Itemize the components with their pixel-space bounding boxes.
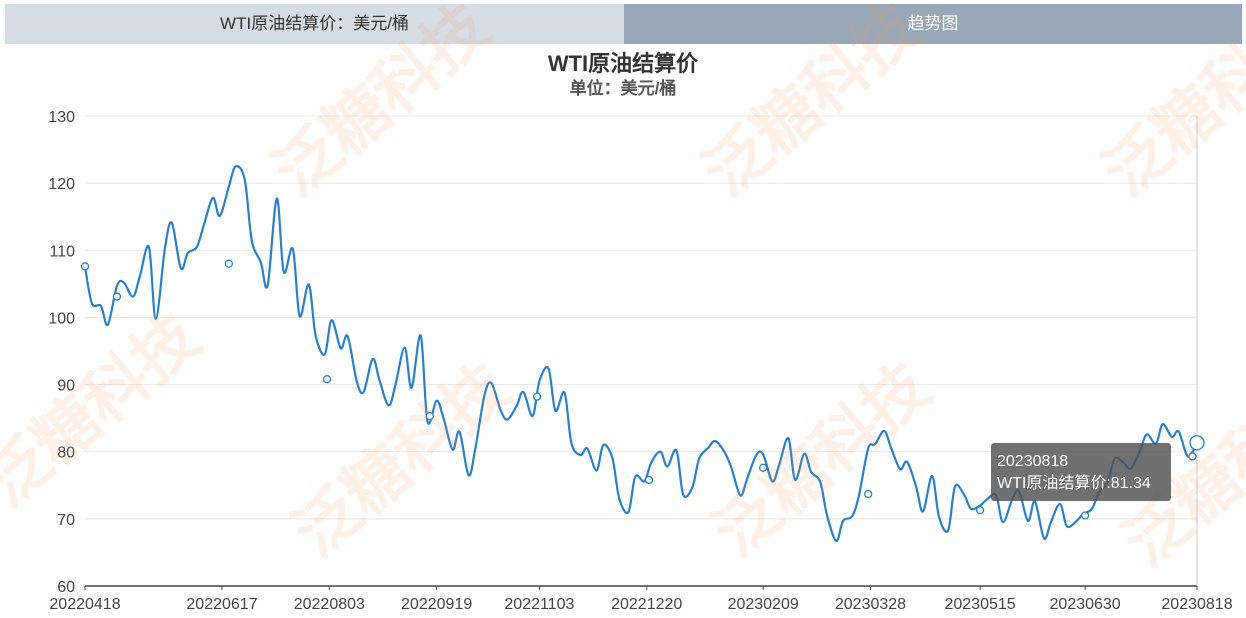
- active-data-point: [1189, 435, 1205, 451]
- y-tick-label: 60: [57, 579, 75, 596]
- data-point-marker: [322, 375, 332, 384]
- series-line-wti: [83, 165, 1198, 543]
- y-tick-label: 90: [57, 378, 75, 395]
- x-tick-label: 20221220: [611, 596, 682, 613]
- x-tick-label: 20230630: [1050, 596, 1121, 613]
- axes: 60 70 80 90 100 110 120 130 20220418 20220617 2022…: [48, 109, 1232, 613]
- x-tick-label: 20220919: [401, 596, 472, 613]
- tab-wti-price[interactable]: WTI原油结算价：美元/桶: [5, 4, 624, 44]
- y-tick-label: 80: [57, 445, 75, 462]
- data-point-marker: [1080, 511, 1090, 520]
- y-tick-label: 130: [48, 109, 75, 126]
- x-tick-label: 20230209: [728, 596, 799, 613]
- x-tick-label: 20220803: [294, 596, 365, 613]
- y-tick-label: 70: [57, 512, 75, 529]
- data-point-marker: [532, 392, 542, 401]
- data-point-marker: [1188, 452, 1197, 461]
- chart-titles: WTI原油结算价 单位：美元/桶: [0, 50, 1246, 100]
- data-point-marker: [80, 262, 90, 271]
- tooltip-date: 20230818: [997, 453, 1069, 470]
- data-point-marker: [112, 292, 122, 301]
- tooltip-value: WTI原油结算价:81.34: [997, 475, 1151, 492]
- series-layer: [83, 165, 1198, 543]
- x-tick-label: 20220617: [186, 596, 257, 613]
- y-tick-label: 100: [48, 310, 75, 327]
- x-tick-label: 20230515: [944, 596, 1015, 613]
- data-point-marker: [644, 475, 654, 485]
- chart-title: WTI原油结算价: [547, 51, 699, 76]
- data-point-marker: [425, 411, 434, 421]
- data-point-marker: [759, 463, 768, 472]
- tab-bar: WTI原油结算价：美元/桶 趋势图: [5, 4, 1242, 44]
- tab-trend-chart[interactable]: 趋势图: [624, 4, 1242, 44]
- marker-layer: [80, 259, 1205, 520]
- x-tick-label: 20220418: [49, 596, 120, 613]
- chart-subtitle: 单位：美元/桶: [569, 79, 677, 98]
- data-tooltip: 20230818 WTI原油结算价:81.34: [991, 443, 1171, 501]
- data-point-marker: [864, 489, 873, 499]
- y-tick-label: 110: [49, 243, 75, 260]
- data-point-marker: [975, 505, 985, 515]
- x-tick-label: 20221103: [504, 596, 574, 613]
- x-tick-label: 20230818: [1161, 596, 1232, 613]
- data-point-marker: [224, 259, 234, 268]
- x-tick-label: 20230328: [835, 596, 906, 613]
- y-tick-label: 120: [48, 176, 75, 193]
